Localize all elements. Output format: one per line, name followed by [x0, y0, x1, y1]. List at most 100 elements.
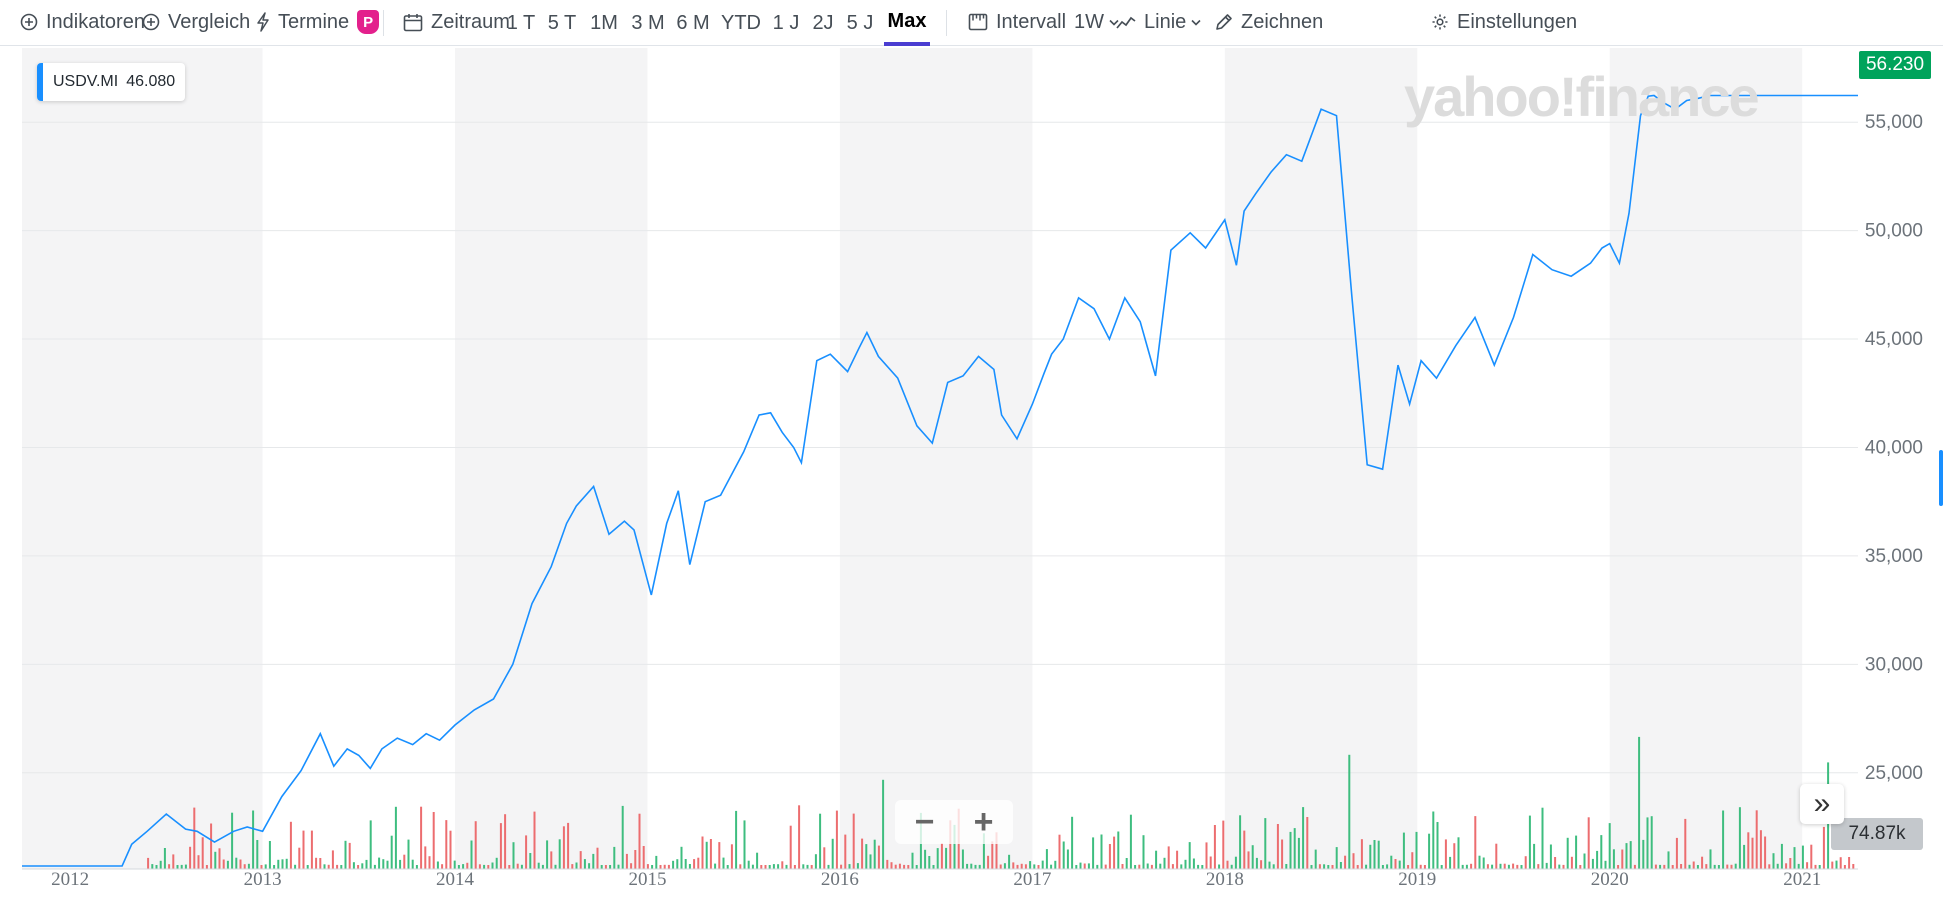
volume-bar: [588, 863, 591, 869]
volume-bar: [294, 864, 297, 869]
volume-bar: [1843, 865, 1846, 869]
volume-bar: [651, 865, 654, 869]
settings-button[interactable]: Einstellungen: [1431, 0, 1577, 44]
volume-bar: [949, 820, 952, 869]
volume-bar: [739, 864, 742, 869]
volume-bar: [1516, 864, 1519, 869]
zoom-out-button[interactable]: −: [914, 802, 935, 841]
zoom-in-button[interactable]: +: [973, 802, 994, 841]
chart-type-button[interactable]: Linie: [1116, 0, 1201, 44]
volume-bar: [831, 838, 834, 869]
volume-bar: [1457, 837, 1460, 869]
year-band: [455, 48, 648, 869]
compare-button[interactable]: Vergleich: [142, 0, 250, 44]
volume-bar: [361, 863, 364, 869]
volume-bar: [1671, 865, 1674, 869]
volume-bar: [848, 864, 851, 869]
volume-bar: [1436, 822, 1439, 869]
volume-bar: [1797, 863, 1800, 869]
events-label: Termine: [278, 10, 350, 33]
interval-button[interactable]: Intervall 1W: [968, 0, 1119, 44]
range-1m-button[interactable]: 1M: [590, 11, 618, 34]
volume-bar: [226, 860, 229, 869]
year-band: [839, 48, 1033, 869]
volume-bar: [260, 865, 263, 869]
volume-bar: [730, 844, 733, 869]
settings-label: Einstellungen: [1457, 10, 1578, 33]
volume-bar: [1192, 858, 1195, 869]
indicators-button[interactable]: Indikatoren: [20, 0, 145, 44]
volume-bar: [1747, 832, 1750, 869]
volume-bar: [1810, 844, 1813, 869]
range-5y-button[interactable]: 5 J: [846, 11, 874, 34]
volume-bar: [743, 820, 746, 869]
volume-bar: [1680, 864, 1683, 869]
range-1y-button[interactable]: 1 J: [772, 11, 800, 34]
volume-bar: [1776, 863, 1779, 869]
series-legend[interactable]: USDV.MI 46.080: [37, 63, 186, 101]
volume-bar: [147, 857, 150, 869]
volume-bar: [369, 820, 372, 869]
lightning-icon: [257, 12, 269, 32]
volume-bar: [1247, 851, 1250, 869]
volume-bar: [1415, 831, 1418, 869]
price-chart[interactable]: 2012 2013 2014 2015 2016 2017 2018 2019 2020 2021…: [0, 46, 1943, 911]
volume-bar: [1302, 807, 1305, 869]
volume-bar: [478, 864, 481, 869]
expand-icon[interactable]: »: [1800, 784, 1844, 824]
volume-bar: [890, 862, 893, 869]
volume-bar: [1083, 863, 1086, 869]
x-tick-label: 2021: [1783, 869, 1821, 890]
date-range-button[interactable]: Zeitraum: [403, 0, 510, 44]
volume-bar: [953, 824, 956, 869]
volume-bar: [575, 862, 578, 869]
volume-bar: [1528, 815, 1531, 869]
volume-bar: [1667, 851, 1670, 869]
volume-bar: [1058, 834, 1061, 869]
volume-bar: [1495, 843, 1498, 869]
volume-bar: [1793, 847, 1796, 869]
volume-bar: [243, 864, 246, 869]
compare-label: Vergleich: [168, 10, 251, 33]
volume-bar: [289, 821, 292, 869]
volume-bar: [726, 865, 729, 869]
range-6m-button[interactable]: 6 M: [676, 11, 710, 34]
volume-bar: [1717, 865, 1720, 869]
volume-bar: [600, 865, 603, 869]
volume-bar: [1684, 818, 1687, 869]
x-tick-label: 2015: [628, 869, 666, 890]
volume-bar: [1520, 865, 1523, 869]
y-tick-label: 25,000: [1865, 763, 1923, 784]
volume-bar: [861, 838, 864, 869]
range-max-button[interactable]: Max: [884, 0, 930, 46]
volume-bar: [785, 864, 788, 869]
volume-bar: [554, 864, 557, 869]
scroll-handle[interactable]: [1939, 450, 1943, 506]
range-5d-button[interactable]: 5 T: [547, 11, 577, 34]
volume-bar: [1654, 864, 1657, 869]
volume-bar: [348, 842, 351, 869]
date-range-label: Zeitraum: [431, 10, 510, 33]
draw-button[interactable]: Zeichnen: [1215, 0, 1323, 44]
volume-bar: [1604, 860, 1607, 869]
volume-bar: [915, 865, 918, 869]
volume-bar: [865, 844, 868, 869]
volume-bar: [1314, 849, 1317, 869]
volume-bar: [609, 865, 612, 869]
range-ytd-button[interactable]: YTD: [721, 11, 761, 34]
volume-bar: [697, 857, 700, 869]
volume-bar: [1268, 861, 1271, 869]
volume-bar: [1772, 853, 1775, 869]
volume-bar: [1306, 817, 1309, 869]
volume-bar: [1570, 856, 1573, 869]
range-3m-button[interactable]: 3 M: [631, 11, 665, 34]
volume-bar: [268, 841, 271, 869]
events-button[interactable]: Termine P: [256, 0, 380, 44]
range-2y-button[interactable]: 2J: [812, 11, 834, 34]
volume-bar: [1066, 849, 1069, 869]
volume-bar: [1675, 837, 1678, 869]
volume-bar: [1041, 860, 1044, 869]
range-1d-button[interactable]: 1 T: [506, 11, 536, 34]
volume-bar: [634, 850, 637, 869]
volume-bar: [1016, 864, 1019, 869]
